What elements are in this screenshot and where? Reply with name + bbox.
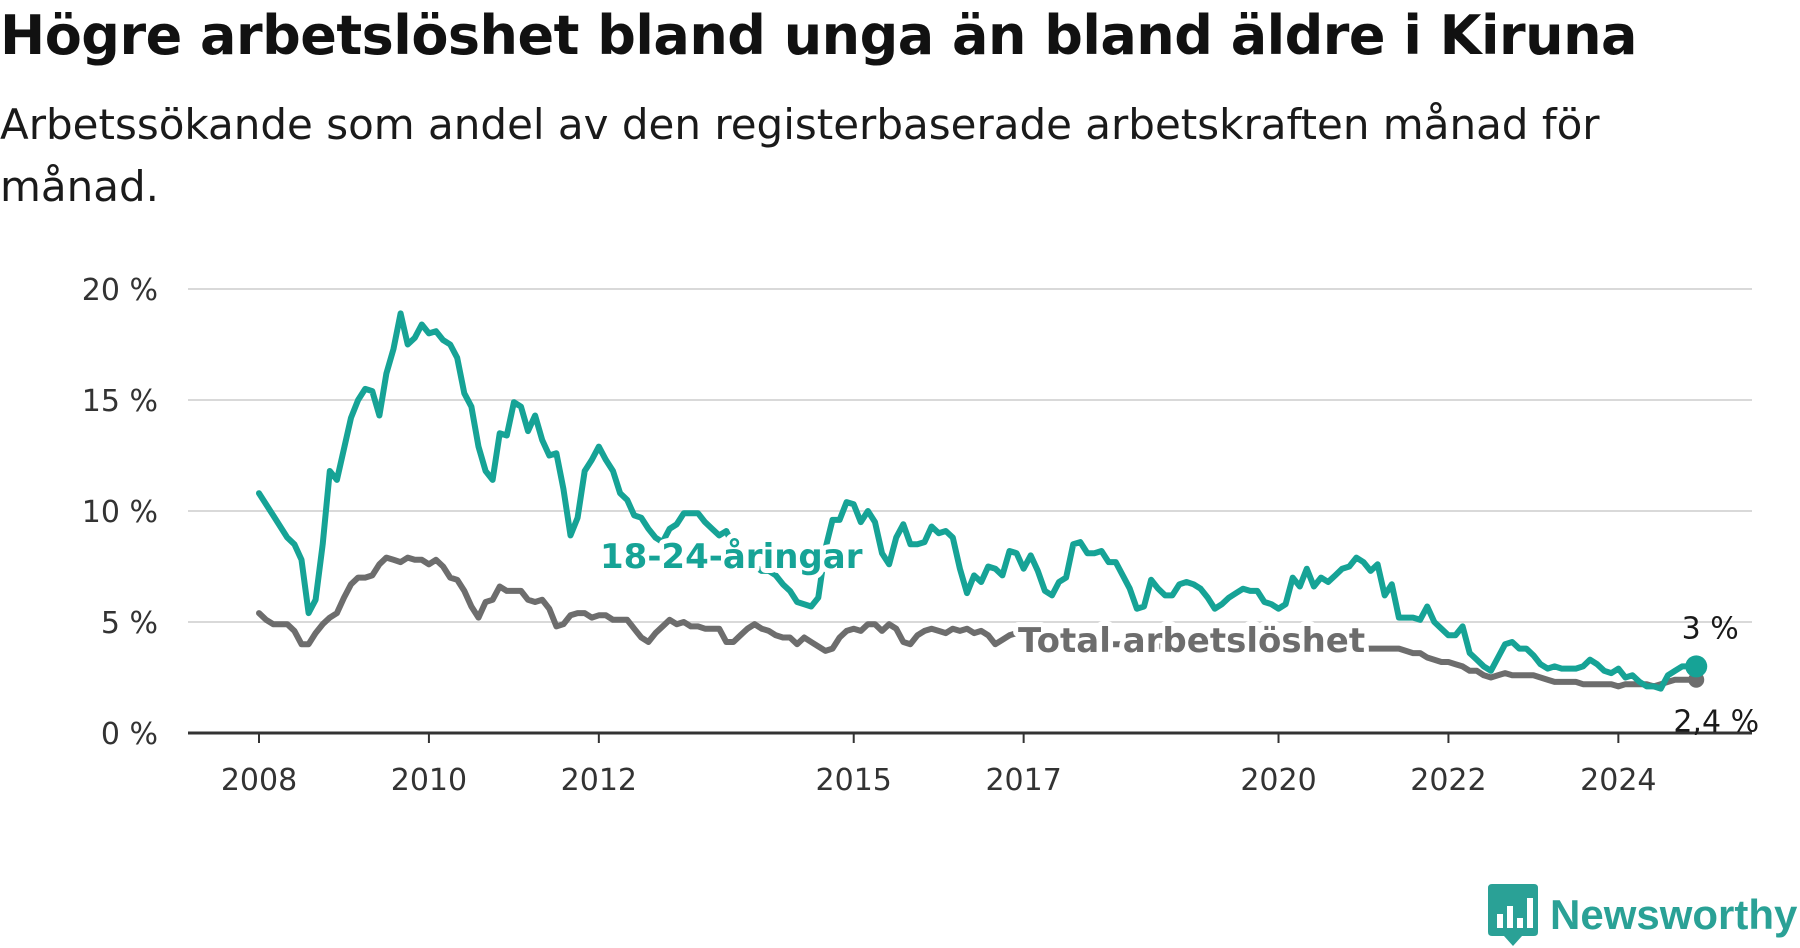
newsworthy-logo-icon bbox=[1488, 884, 1538, 946]
logo-bar bbox=[1497, 914, 1503, 928]
x-tick-label: 2020 bbox=[1240, 763, 1316, 798]
series-label: 18-24-åringar bbox=[600, 537, 863, 577]
chart-subtitle: Arbetssökande som andel av den registerb… bbox=[0, 100, 1600, 211]
x-axis-ticks: 2008 2010 2012 2015 2017 2020 2022 2024 bbox=[221, 733, 1657, 798]
y-tick-label: 5 % bbox=[101, 606, 158, 641]
end-value-label: 3 % bbox=[1682, 611, 1739, 646]
logo-bar bbox=[1507, 906, 1513, 928]
x-tick-label: 2017 bbox=[985, 763, 1061, 798]
x-tick-label: 2015 bbox=[816, 763, 892, 798]
y-tick-label: 10 % bbox=[82, 495, 158, 530]
newsworthy-logo: Newsworthy bbox=[1488, 884, 1797, 946]
y-tick-label: 15 % bbox=[82, 384, 158, 419]
series-lines bbox=[256, 310, 1708, 692]
end-value-label: 2,4 % bbox=[1673, 705, 1759, 740]
series-line bbox=[256, 310, 1700, 692]
logo-wordmark: Newsworthy bbox=[1550, 891, 1798, 938]
y-tick-label: 0 % bbox=[101, 717, 158, 752]
y-tick-label: 20 % bbox=[82, 273, 158, 308]
logo-bar bbox=[1517, 918, 1523, 928]
logo-bar bbox=[1527, 898, 1533, 928]
x-tick-label: 2010 bbox=[391, 763, 467, 798]
y-axis-ticks: 0 % 5 % 10 % 15 % 20 % bbox=[82, 273, 158, 752]
x-tick-label: 2012 bbox=[561, 763, 637, 798]
series-line bbox=[256, 554, 1700, 690]
series-label-halo: 18-24-åringar bbox=[600, 537, 863, 577]
gridlines bbox=[188, 288, 1752, 735]
x-tick-label: 2008 bbox=[221, 763, 297, 798]
chart-title: Högre arbetslöshet bland unga än bland ä… bbox=[0, 4, 1637, 67]
x-tick-label: 2022 bbox=[1410, 763, 1486, 798]
series-label: Total arbetslöshet bbox=[1018, 621, 1365, 661]
x-tick-label: 2024 bbox=[1580, 763, 1656, 798]
series-label-halo: Total arbetslöshet bbox=[1018, 621, 1365, 661]
series-end-point bbox=[1685, 655, 1708, 678]
